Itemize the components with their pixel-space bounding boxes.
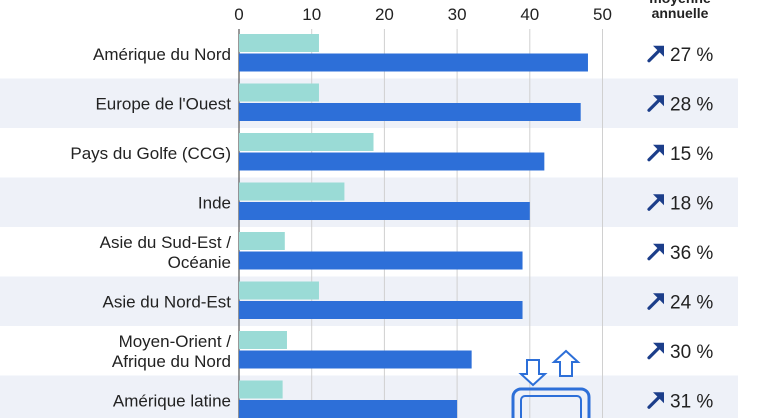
growth-value: 24 % xyxy=(670,292,713,313)
bar-light xyxy=(239,83,319,102)
category-label: Europe de l'Ouest xyxy=(95,94,231,113)
bars xyxy=(239,34,588,418)
x-tick-labels: 0 10 20 30 40 50 xyxy=(234,5,612,24)
growth-value: 27 % xyxy=(670,45,713,66)
bar-dark xyxy=(239,152,545,171)
growth-header: moyenneannuelle xyxy=(649,0,711,21)
growth-value: 30 % xyxy=(670,342,713,363)
x-tick-label: 10 xyxy=(302,5,321,24)
x-tick-label: 30 xyxy=(448,5,467,24)
decorative-box-icon xyxy=(511,349,591,418)
category-label: Inde xyxy=(198,193,231,212)
growth-header-line: moyenne xyxy=(649,0,711,6)
bar-light xyxy=(239,281,319,300)
category-label: Moyen-Orient / xyxy=(119,332,232,351)
category-label: Asie du Sud-Est / xyxy=(100,233,232,252)
bar-light xyxy=(239,380,283,399)
x-tick-label: 20 xyxy=(375,5,394,24)
category-labels: Amérique du Nord Europe de l'Ouest Pays du… xyxy=(70,45,231,411)
bar-dark xyxy=(239,251,523,270)
bar-light xyxy=(239,232,285,250)
x-tick-label: 0 xyxy=(234,5,243,24)
arrow-up-right-icon xyxy=(647,95,664,112)
bar-light xyxy=(239,34,319,52)
bar-dark xyxy=(239,400,458,418)
growth-column: 27 % 28 % 15 % 18 % 36 % 24 % 30 % 31 % xyxy=(647,45,713,412)
x-tick-label: 50 xyxy=(593,5,612,24)
growth-value: 18 % xyxy=(670,193,713,214)
category-label: Océanie xyxy=(168,253,231,272)
bar-light xyxy=(239,182,345,201)
arrow-up-right-icon xyxy=(647,392,664,409)
box-inner xyxy=(520,395,582,418)
x-tick-label: 40 xyxy=(520,5,539,24)
down-arrow-icon xyxy=(518,359,548,387)
bar-dark xyxy=(239,202,530,220)
growth-value: 31 % xyxy=(670,391,713,412)
growth-value: 28 % xyxy=(670,94,713,115)
growth-header-line: annuelle xyxy=(652,5,709,21)
arrow-up-right-icon xyxy=(647,243,664,261)
up-arrow-icon xyxy=(551,349,581,377)
box-outline xyxy=(511,387,591,418)
bar-dark xyxy=(239,103,581,121)
category-label: Asie du Nord-Est xyxy=(103,292,232,311)
growth-value: 15 % xyxy=(670,144,713,165)
bar-dark xyxy=(239,53,588,72)
bar-dark xyxy=(239,350,472,369)
category-label: Amérique latine xyxy=(113,391,231,410)
category-label: Amérique du Nord xyxy=(93,45,231,64)
arrow-up-right-icon xyxy=(647,45,664,63)
arrow-up-right-icon xyxy=(647,342,664,360)
arrow-up-right-icon xyxy=(647,194,664,211)
growth-value: 36 % xyxy=(670,243,713,264)
arrow-up-right-icon xyxy=(647,293,664,310)
bar-light xyxy=(239,331,287,349)
bar-light xyxy=(239,133,374,151)
category-label: Pays du Golfe (CCG) xyxy=(70,144,231,163)
category-label: Afrique du Nord xyxy=(112,352,231,371)
arrow-up-right-icon xyxy=(647,144,664,162)
bar-dark xyxy=(239,301,523,319)
